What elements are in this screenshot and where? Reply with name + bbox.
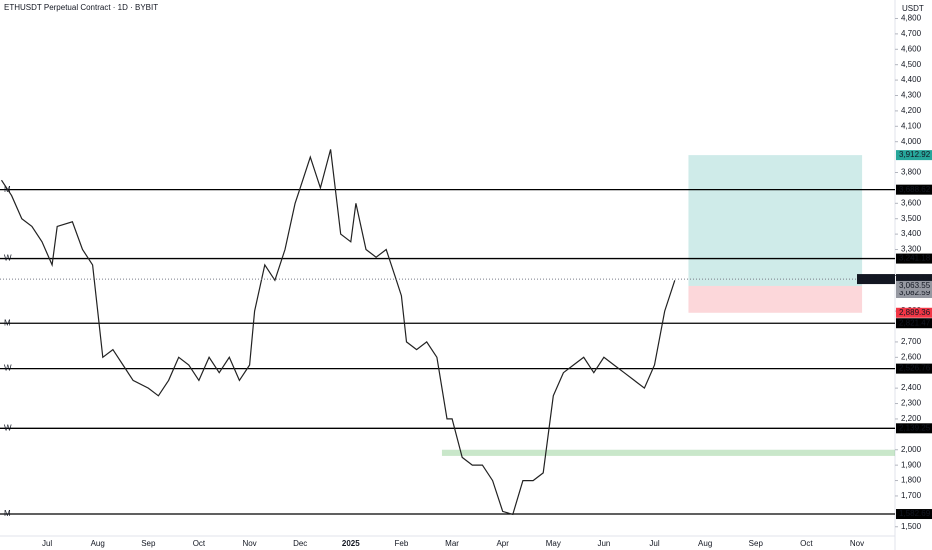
x-tick-label: Oct: [193, 539, 206, 548]
price-tag-label: 3,082.59: [899, 288, 931, 297]
y-tick-label: 1,800: [901, 476, 922, 485]
y-tick-label: 1,700: [901, 491, 922, 500]
y-tick-label: 4,000: [901, 137, 922, 146]
series-name: ETHUSDT.P: [859, 274, 903, 283]
x-tick-label: Sep: [749, 539, 764, 548]
x-tick-label: Dec: [293, 539, 307, 548]
price-tag: [896, 280, 932, 291]
take-profit-zone: [688, 155, 863, 286]
price-tag-label: 3,912.92: [899, 150, 931, 159]
demand-zone: [441, 449, 895, 456]
x-tick-label: Oct: [800, 539, 813, 548]
price-tag-label: 3,241.18: [899, 254, 931, 263]
x-tick-label: Jul: [649, 539, 659, 548]
x-tick-label: Sep: [141, 539, 156, 548]
y-tick-label: 4,300: [901, 91, 922, 100]
level-tag: W: [4, 254, 12, 263]
price-tag-label: 2,821.47: [899, 318, 931, 327]
price-tag: [896, 307, 932, 318]
x-tick-label: Apr: [496, 539, 509, 548]
price-tag: [896, 509, 932, 520]
level-tag: M: [4, 509, 11, 518]
price-line: [0, 149, 676, 516]
y-tick-label: 3,600: [901, 198, 922, 207]
y-tick-label: 4,800: [901, 14, 922, 23]
y-tick-label: 3,300: [901, 245, 922, 254]
price-tag: [896, 184, 932, 195]
x-tick-label: 2025: [342, 539, 360, 548]
price-tag: [896, 288, 932, 299]
y-tick-label: 1,500: [901, 522, 922, 531]
price-tag-label: 2,526.76: [899, 364, 931, 373]
stop-loss-zone: [688, 285, 863, 313]
x-tick-label: Aug: [698, 539, 712, 548]
y-tick-label: 4,600: [901, 44, 922, 53]
y-tick-label: 2,200: [901, 414, 922, 423]
x-tick-label: Nov: [242, 539, 256, 548]
axis-unit: USDT: [902, 4, 924, 13]
x-tick-label: Nov: [850, 539, 864, 548]
price-tag: [896, 423, 932, 434]
x-tick-label: Jul: [42, 539, 52, 548]
series-tag: [857, 274, 895, 285]
level-tag: W: [4, 423, 12, 432]
price-tag-label: 3,063.55: [899, 281, 931, 290]
y-tick-label: 4,400: [901, 75, 922, 84]
y-tick-label: 2,600: [901, 352, 922, 361]
price-tag: [896, 253, 932, 264]
y-tick-label: 4,700: [901, 29, 922, 38]
y-tick-label: 2,000: [901, 445, 922, 454]
y-tick-label: 3,800: [901, 168, 922, 177]
y-tick-label: 3,500: [901, 214, 922, 223]
x-tick-label: Jun: [597, 539, 610, 548]
level-tag: W: [4, 364, 12, 373]
y-tick-label: 4,100: [901, 121, 922, 130]
price-tag-label: 2,889.36: [899, 308, 931, 317]
y-tick-label: 1,900: [901, 460, 922, 469]
price-tag-label: 3,688.62: [899, 185, 931, 194]
chart-title: ETHUSDT Perpetual Contract · 1D · BYBIT: [4, 3, 158, 12]
x-tick-label: Aug: [91, 539, 105, 548]
y-tick-label: 2,300: [901, 399, 922, 408]
y-tick-label: 3,400: [901, 229, 922, 238]
level-tag: M: [4, 318, 11, 327]
price-tag-label: 1,582.69: [899, 509, 931, 518]
y-tick-label: 4,200: [901, 106, 922, 115]
x-tick-label: Mar: [445, 539, 459, 548]
x-tick-label: Feb: [395, 539, 409, 548]
price-tag: [896, 363, 932, 374]
y-tick-label: 2,400: [901, 383, 922, 392]
price-tag: [896, 150, 932, 161]
price-tag-label: 2,139.25: [899, 423, 931, 432]
price-tag: [896, 318, 932, 329]
x-tick-label: May: [546, 539, 561, 548]
y-tick-label: 4,500: [901, 60, 922, 69]
price-tag-label: 3,108.13: [899, 274, 931, 283]
y-tick-label: 2,700: [901, 337, 922, 346]
